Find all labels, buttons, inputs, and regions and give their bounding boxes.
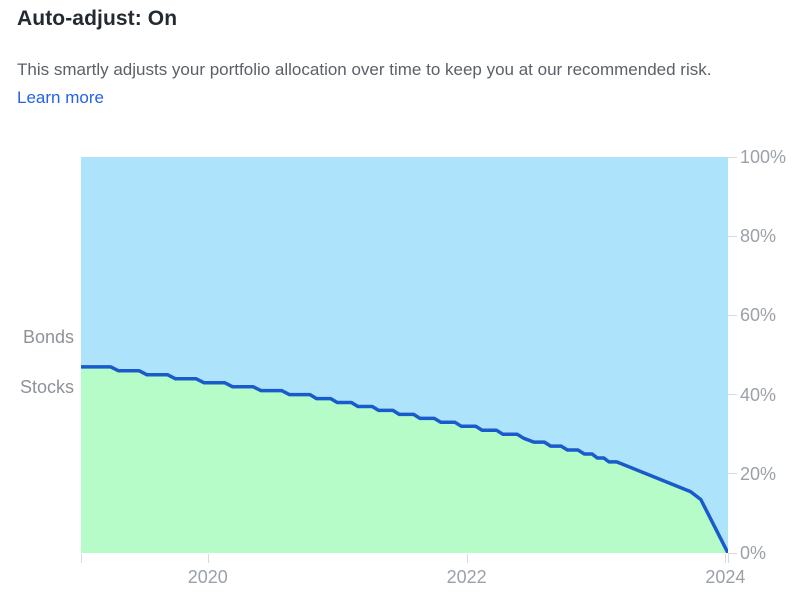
description-text: This smartly adjusts your portfolio allo… (17, 60, 712, 79)
learn-more-link[interactable]: Learn more (17, 88, 104, 107)
x-axis-edge-tick (81, 554, 82, 563)
stocks-area (81, 366, 728, 553)
allocation-area-chart (79, 157, 730, 555)
x-axis-label: 2022 (446, 567, 487, 587)
x-axis-tick (725, 554, 726, 563)
x-axis-tick (208, 554, 209, 563)
y-axis-tick (728, 235, 737, 237)
series-side-label-bonds: Bonds (22, 327, 74, 348)
y-axis-label: 20% (740, 463, 777, 484)
y-axis-label: 0% (740, 543, 767, 563)
y-axis-tick (728, 314, 737, 316)
x-axis-label: 2020 (187, 567, 228, 587)
y-axis-label: 60% (740, 305, 777, 326)
y-axis-tick (728, 156, 737, 158)
allocation-boundary-line (79, 365, 730, 555)
series-side-label-stocks: Stocks (19, 377, 74, 398)
y-axis-label: 80% (740, 226, 777, 247)
x-axis-edge-tick (728, 554, 729, 563)
x-axis-label: 2024 (705, 567, 746, 587)
y-axis-tick (728, 552, 737, 554)
y-axis-tick (728, 394, 737, 396)
y-axis-label: 100% (740, 147, 787, 167)
x-axis-tick (467, 554, 468, 563)
y-axis-tick (728, 473, 737, 475)
y-axis-label: 40% (740, 384, 777, 405)
page-title: Auto-adjust: On (17, 7, 178, 30)
